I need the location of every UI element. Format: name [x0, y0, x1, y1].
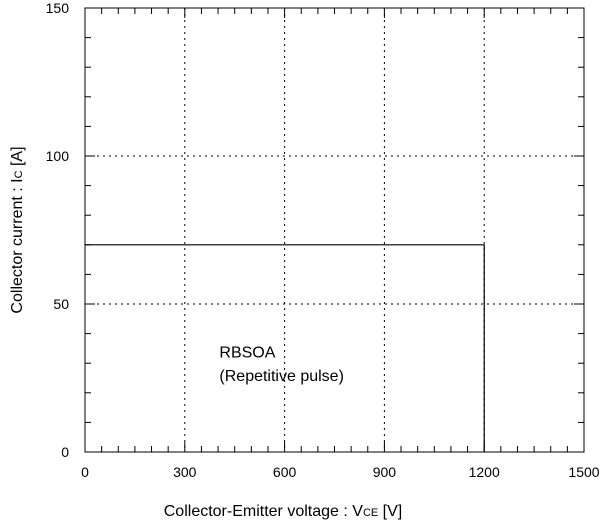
- x-axis-title-subscript: CE: [363, 507, 378, 519]
- y-axis-title-main: Collector current : I: [9, 178, 26, 313]
- plot-frame: [84, 7, 585, 453]
- x-tick-label: 600: [273, 464, 297, 480]
- x-axis-title-unit: [V]: [378, 503, 402, 520]
- annotations: RBSOA (Repetitive pulse): [219, 344, 344, 385]
- series-line-0: [85, 244, 485, 452]
- annotation-0: RBSOA: [219, 344, 275, 361]
- series-layer: [85, 244, 485, 452]
- x-axis-title: Collector-Emitter voltage : VCE [V]: [164, 503, 402, 520]
- y-tick-label: 50: [53, 296, 69, 312]
- x-tick-label: 1200: [469, 464, 500, 480]
- y-tick-label: 150: [46, 0, 70, 16]
- x-tick-label: 1500: [568, 464, 599, 480]
- y-tick-labels: 0 50 100 150: [46, 0, 70, 460]
- y-tick-label: 100: [46, 148, 70, 164]
- y-axis-title-subscript: C: [13, 170, 25, 178]
- x-tick-label: 300: [173, 464, 197, 480]
- y-axis-title: Collector current : IC [A]: [9, 146, 26, 313]
- x-tick-label: 900: [373, 464, 397, 480]
- y-axis-title-unit: [A]: [9, 146, 26, 170]
- minor-ticks: [85, 8, 584, 452]
- annotation-1: (Repetitive pulse): [219, 368, 344, 385]
- x-tick-labels: 0 300 600 900 1200 1500: [81, 464, 600, 480]
- x-tick-label: 0: [81, 464, 89, 480]
- x-axis-title-main: Collector-Emitter voltage : V: [164, 503, 364, 520]
- y-tick-label: 0: [61, 444, 69, 460]
- grid-lines: [85, 8, 584, 452]
